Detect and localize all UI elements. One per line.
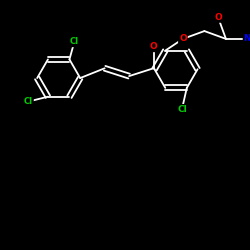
Text: O: O	[179, 34, 187, 43]
Text: O: O	[150, 42, 158, 51]
Text: Cl: Cl	[70, 37, 79, 46]
Text: Cl: Cl	[177, 105, 187, 114]
Text: O: O	[214, 13, 222, 22]
Text: Cl: Cl	[24, 97, 33, 106]
Text: N: N	[244, 34, 250, 43]
